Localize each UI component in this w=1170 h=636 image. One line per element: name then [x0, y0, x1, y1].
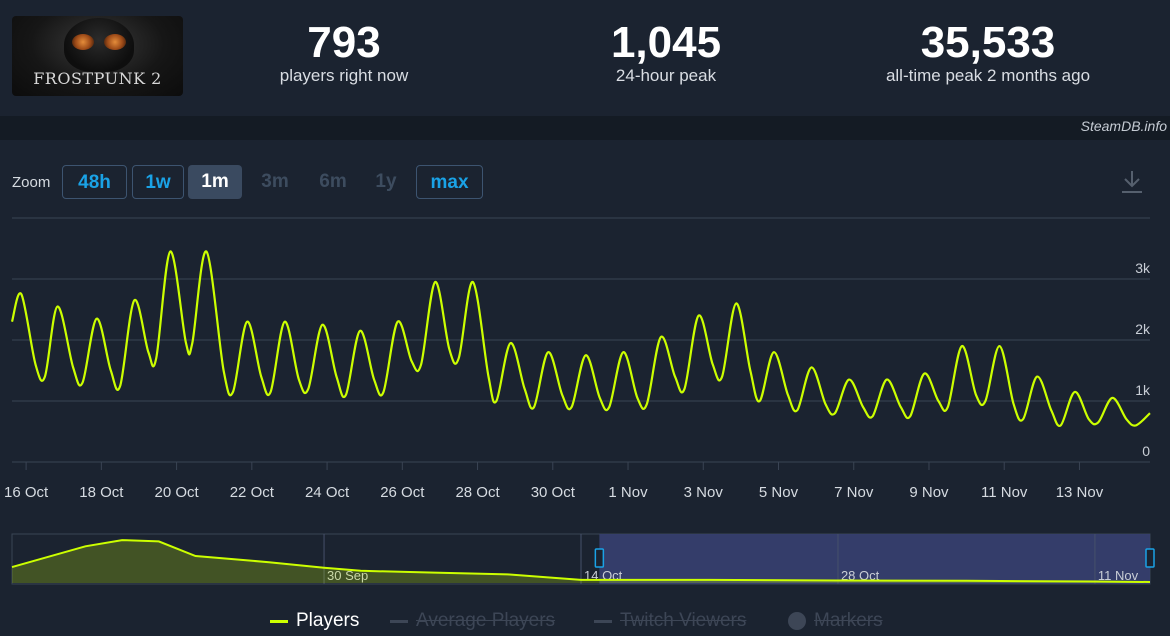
navigator-tick-label: 28 Oct	[841, 568, 880, 583]
y-tick-label: 1k	[1135, 382, 1151, 398]
navigator-area	[12, 540, 1150, 583]
x-tick-label: 18 Oct	[79, 484, 124, 501]
navigator-left-handle[interactable]	[594, 548, 605, 568]
x-tick-label: 16 Oct	[4, 484, 49, 501]
logo-figure-icon	[64, 18, 134, 72]
zoom-label: Zoom	[12, 174, 51, 191]
stat-label: 24-hour peak	[615, 66, 717, 85]
download-icon[interactable]	[1119, 168, 1145, 196]
navigator-selection	[599, 534, 1150, 584]
stat-current-players: 793 players right now	[194, 18, 494, 86]
zoom-6m-button: 6m	[319, 171, 347, 192]
stat-value: 35,533	[920, 18, 1056, 67]
watermark: SteamDB.info	[1080, 118, 1167, 134]
y-tick-label: 2k	[1135, 321, 1151, 337]
y-tick-label: 0	[1142, 443, 1150, 459]
legend-twitch-viewers[interactable]: Twitch Viewers	[594, 610, 746, 632]
navigator-right-handle[interactable]	[1145, 548, 1155, 568]
stat-24h-peak: 1,045 24-hour peak	[516, 18, 816, 86]
zoom-controls: Zoom 48h 1w 1m 3m 6m 1y max	[0, 164, 1170, 202]
x-tick-label: 11 Nov	[981, 484, 1028, 501]
navigator-tick-label: 30 Sep	[327, 568, 368, 583]
x-tick-label: 24 Oct	[305, 484, 350, 501]
legend-markers[interactable]: Markers	[788, 610, 883, 632]
legend-line-icon	[390, 619, 408, 623]
legend-line-icon	[270, 619, 288, 623]
legend-label: Players	[296, 610, 360, 631]
x-tick-label: 20 Oct	[154, 484, 199, 501]
logo-text: FROSTPUNK 2	[33, 69, 162, 88]
x-tick-label: 1 Nov	[608, 484, 648, 501]
navigator-tick-label: 11 Nov	[1098, 568, 1139, 583]
legend-label: Twitch Viewers	[620, 610, 747, 631]
players-series-line	[10, 250, 1151, 428]
legend-label: Markers	[814, 610, 883, 631]
legend-marker-icon	[788, 612, 806, 630]
zoom-max-button[interactable]: max	[416, 165, 483, 199]
x-tick-label: 5 Nov	[759, 484, 799, 501]
stat-value: 793	[307, 18, 381, 67]
stat-value: 1,045	[610, 18, 722, 67]
player-count-chart[interactable]: 0 1k 2k 3k 16 Oct 18 Oct 20 Oct 22 Oct 24 Oct 26 …	[0, 204, 1170, 508]
x-tick-label: 13 Nov	[1056, 484, 1104, 501]
navigator-chart[interactable]: 30 Sep 14 Oct 28 Oct 11 Nov	[0, 530, 1170, 590]
stat-label: players right now	[279, 66, 409, 85]
zoom-1w-button[interactable]: 1w	[132, 165, 184, 199]
x-tick-label: 9 Nov	[909, 484, 949, 501]
zoom-1m-button[interactable]: 1m	[188, 165, 242, 199]
legend-average-players[interactable]: Average Players	[390, 610, 555, 632]
x-tick-label: 26 Oct	[380, 484, 425, 501]
zoom-1y-button: 1y	[375, 171, 397, 192]
legend-label: Average Players	[416, 610, 556, 631]
x-tick-label: 30 Oct	[531, 484, 576, 501]
zoom-3m-button: 3m	[261, 171, 289, 192]
y-tick-label: 3k	[1135, 260, 1151, 276]
x-tick-label: 3 Nov	[684, 484, 724, 501]
legend-players[interactable]: Players	[270, 610, 359, 632]
x-tick-label: 28 Oct	[455, 484, 500, 501]
header: FROSTPUNK 2 793 players right now 1,045 …	[0, 0, 1170, 116]
navigator-line	[11, 539, 1151, 583]
game-logo[interactable]: FROSTPUNK 2	[12, 16, 183, 96]
x-tick-label: 7 Nov	[834, 484, 874, 501]
zoom-48h-button[interactable]: 48h	[62, 165, 127, 199]
stat-all-time-peak: 35,533 all-time peak 2 months ago	[838, 18, 1138, 86]
divider-band	[0, 116, 1170, 140]
chart-legend: Players Average Players Twitch Viewers M…	[0, 606, 1170, 636]
stat-label: all-time peak 2 months ago	[885, 66, 1091, 85]
legend-line-icon	[594, 619, 612, 623]
x-tick-label: 22 Oct	[230, 484, 275, 501]
